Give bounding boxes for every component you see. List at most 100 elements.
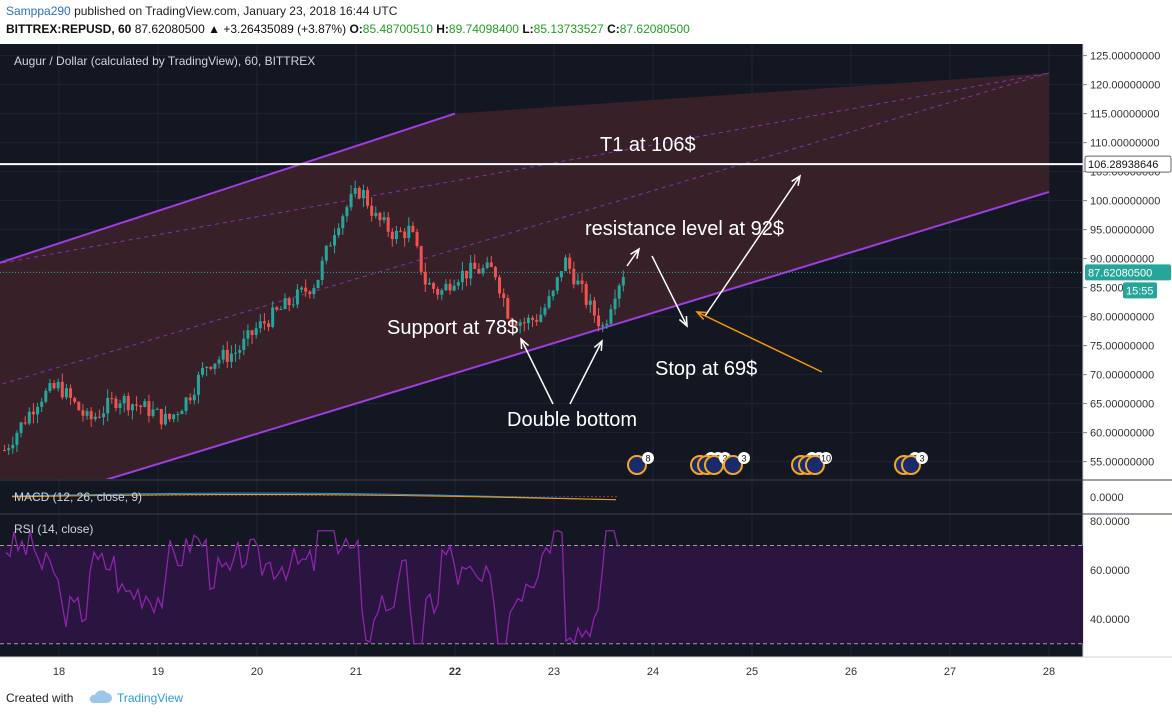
- candle-body: [320, 260, 324, 280]
- candle-body: [324, 245, 328, 261]
- event-flag-icon[interactable]: [805, 455, 825, 475]
- rsi-tick-label: 40.0000: [1090, 614, 1130, 626]
- symbol-label: BITTREX:REPUSD, 60: [6, 22, 132, 36]
- candle-body: [370, 205, 374, 216]
- published-text: published on TradingView.com, January 23…: [74, 4, 398, 18]
- rsi-pane: [0, 530, 1083, 645]
- candle-body: [312, 288, 316, 295]
- candle-body: [448, 283, 452, 291]
- author-link[interactable]: Samppa290: [6, 4, 71, 18]
- price-tick-label: 120.00000000: [1090, 80, 1160, 92]
- channel-upper-line-extension[interactable]: [0, 72, 1050, 264]
- event-flag-icon[interactable]: [901, 455, 921, 475]
- arrow-to-resistance: [626, 248, 640, 267]
- candle-body: [225, 349, 229, 362]
- candle-body: [209, 366, 213, 369]
- candle-body: [333, 235, 337, 246]
- price-chart[interactable]: Augur / Dollar (calculated by TradingVie…: [0, 44, 1172, 684]
- price-tick-label: 110.00000000: [1090, 138, 1160, 150]
- candle-body: [246, 330, 250, 339]
- annotation-resistance[interactable]: resistance level at 92$: [585, 218, 784, 240]
- economic-events[interactable]: 85333211023: [627, 452, 928, 475]
- event-count-badge: [820, 452, 832, 464]
- candle-body: [551, 290, 555, 297]
- candle-body: [456, 282, 460, 286]
- candle-body: [234, 352, 238, 354]
- candle-body: [510, 318, 514, 324]
- candle-body: [502, 293, 506, 298]
- candle-body: [597, 315, 601, 327]
- candle-body: [423, 271, 427, 285]
- candle-body: [69, 388, 73, 398]
- candle-body: [498, 277, 502, 294]
- rsi-axis: 80.0000 60.0000 40.0000: [1090, 516, 1130, 626]
- candle-body: [93, 416, 97, 420]
- candle-body: [135, 404, 139, 406]
- last-price-tag: 87.62080500: [1088, 267, 1152, 279]
- candle-body: [143, 401, 147, 408]
- target-price-tag: 106.28938646: [1088, 159, 1158, 171]
- annotation-double-bottom[interactable]: Double bottom: [507, 409, 637, 431]
- countdown-tag: 15:55: [1126, 285, 1154, 297]
- chart-area[interactable]: Augur / Dollar (calculated by TradingVie…: [0, 44, 1172, 684]
- price-tick-label: 75.00000000: [1090, 341, 1154, 353]
- annotation-support[interactable]: Support at 78$: [387, 317, 518, 339]
- candle-body: [460, 270, 464, 283]
- channel-lower-line[interactable]: [0, 190, 1050, 514]
- candle-body: [114, 398, 118, 409]
- price-axis[interactable]: 125.00000000 120.00000000 115.00000000 110.…: [1082, 44, 1172, 684]
- annotation-t1[interactable]: T1 at 106$: [600, 134, 696, 156]
- candle-body: [155, 408, 159, 410]
- candle-body: [77, 401, 81, 411]
- candle-body: [366, 189, 370, 206]
- candle-body: [374, 212, 378, 216]
- arrow-down-to-channel-head: [678, 315, 688, 328]
- candle-body: [180, 410, 184, 415]
- channel-upper-line[interactable]: [0, 112, 456, 265]
- time-tick-label: 23: [548, 666, 560, 678]
- event-count: 10: [821, 454, 831, 464]
- publication-line: Samppa290 published on TradingView.com, …: [6, 4, 397, 18]
- price-tick-label: 60.00000000: [1090, 428, 1154, 440]
- candle-body: [609, 309, 613, 324]
- candle-body: [110, 398, 114, 400]
- candle-body: [85, 411, 89, 416]
- candle-body: [64, 388, 68, 398]
- time-tick-label: 27: [944, 666, 956, 678]
- candle-body: [514, 323, 518, 326]
- candle-body: [172, 414, 176, 420]
- event-count-badge: [738, 452, 750, 464]
- annotation-stop[interactable]: Stop at 69$: [655, 358, 757, 380]
- channel-fill: [0, 73, 1049, 479]
- event-flag-icon[interactable]: [627, 455, 647, 475]
- macd-signal-line: [11, 493, 617, 501]
- candle-body: [386, 217, 390, 232]
- candle-body: [308, 291, 312, 295]
- candle-body: [592, 300, 596, 316]
- time-tick-label: 21: [350, 666, 362, 678]
- event-flag-icon[interactable]: [723, 455, 743, 475]
- candle-body: [279, 309, 283, 311]
- candle-body: [522, 322, 526, 324]
- event-count-badge: [642, 452, 654, 464]
- macd-line: [11, 492, 617, 501]
- candle-body: [151, 409, 155, 416]
- time-axis[interactable]: 18 19 20 21 22 23 24 25 26 27 28: [0, 656, 1172, 684]
- candle-body: [291, 304, 295, 306]
- candle-body: [159, 408, 163, 425]
- candle-body: [378, 212, 382, 221]
- price-tick-label: 55.00000000: [1090, 457, 1154, 469]
- candle-body: [349, 193, 353, 208]
- tradingview-link[interactable]: TradingView: [117, 691, 184, 705]
- candle-body: [390, 231, 394, 240]
- time-tick-label: 24: [647, 666, 659, 678]
- candle-body: [518, 322, 522, 326]
- candle-body: [250, 330, 254, 336]
- publication-header: Samppa290 published on TradingView.com, …: [0, 0, 1172, 44]
- candle-body: [201, 367, 205, 375]
- countdown-tag-box: [1123, 282, 1157, 299]
- candle-body: [205, 366, 209, 368]
- candle-body: [337, 228, 341, 236]
- rsi-line: [5, 530, 619, 645]
- time-tick-label: 26: [845, 666, 857, 678]
